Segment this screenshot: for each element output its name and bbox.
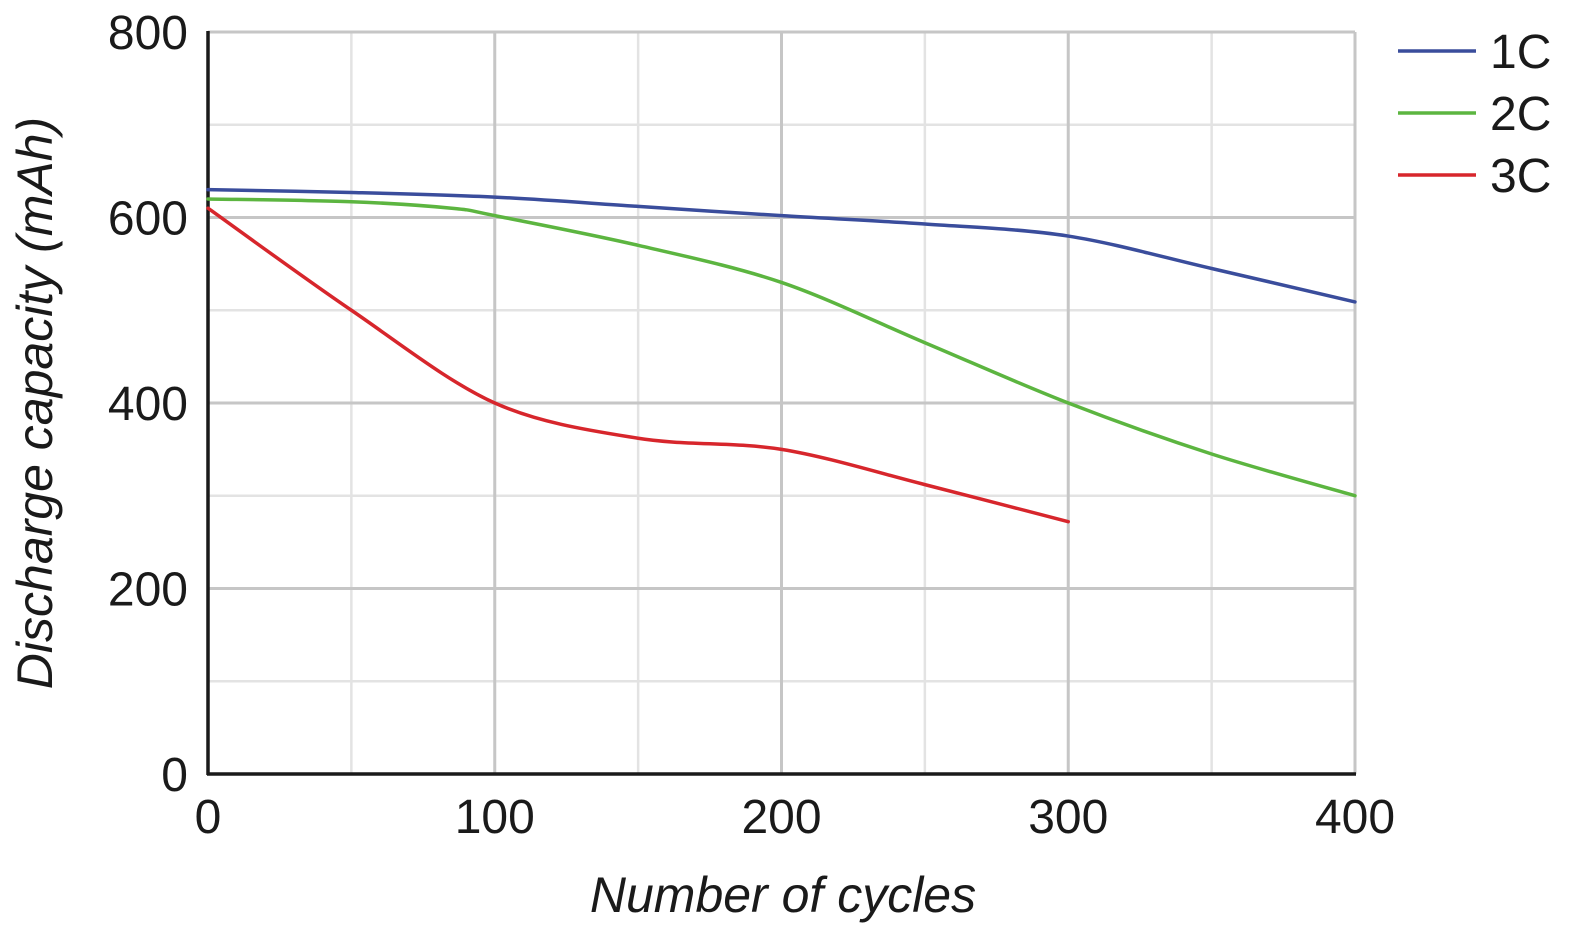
- y-tick-label: 600: [108, 193, 188, 246]
- y-tick-label: 400: [108, 378, 188, 431]
- legend-label: 3C: [1490, 150, 1551, 203]
- tick-labels: 0 100 200 300 400 0 200 400 600 800: [108, 7, 1395, 844]
- grid: [208, 30, 1357, 774]
- series-lines: [206, 187, 1357, 524]
- series-line-3c: [206, 206, 1070, 524]
- legend: 1C 2C 3C: [1398, 26, 1551, 203]
- series-line-2c: [206, 197, 1357, 498]
- x-tick-label: 300: [1028, 791, 1108, 844]
- x-tick-label: 400: [1315, 791, 1395, 844]
- series-line-1c: [206, 187, 1357, 304]
- y-axis-title: Discharge capacity (mAh): [7, 117, 63, 689]
- x-tick-label: 200: [741, 791, 821, 844]
- x-tick-label: 100: [455, 791, 535, 844]
- y-tick-label: 800: [108, 7, 188, 60]
- legend-item-2c: 2C: [1398, 88, 1551, 141]
- x-axis-title: Number of cycles: [590, 867, 976, 923]
- legend-label: 1C: [1490, 26, 1551, 79]
- legend-label: 2C: [1490, 88, 1551, 141]
- axes: [206, 31, 1356, 776]
- y-tick-label: 200: [108, 564, 188, 617]
- legend-item-3c: 3C: [1398, 150, 1551, 203]
- y-tick-label: 0: [161, 749, 188, 802]
- x-tick-label: 0: [195, 791, 222, 844]
- legend-item-1c: 1C: [1398, 26, 1551, 79]
